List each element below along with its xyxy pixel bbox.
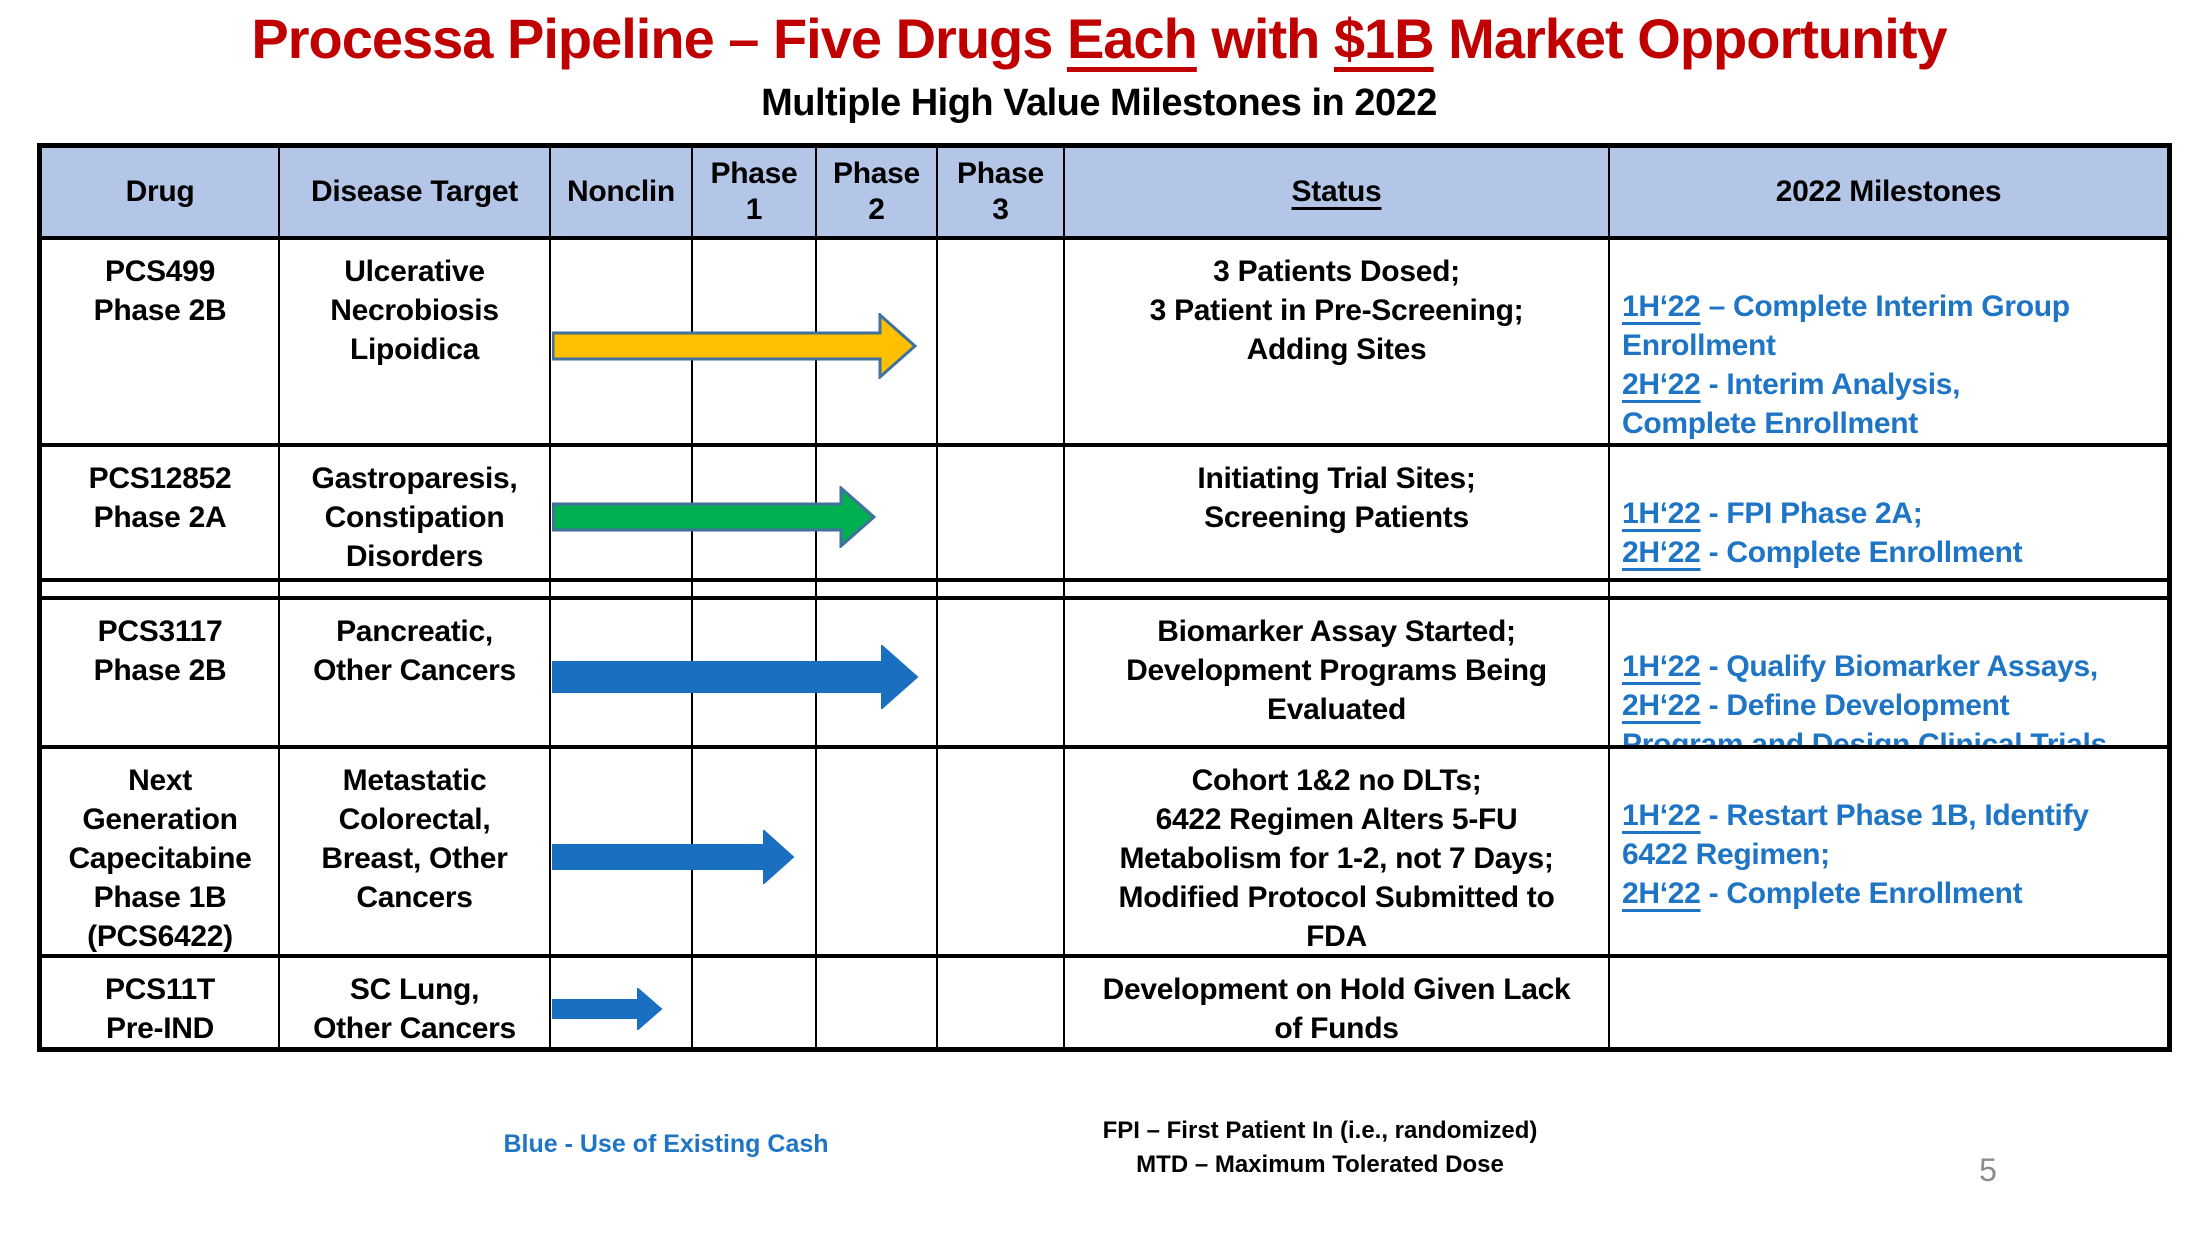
disease-cell: Gastroparesis, Constipation Disorders [280, 447, 551, 582]
drug-cell: PCS3117 Phase 2B [42, 600, 280, 749]
milestone-half-label: 2H‘22 [1622, 536, 1701, 569]
phase-cell-2 [817, 600, 938, 749]
legend-abbreviations: FPI – First Patient In (i.e., randomized… [1102, 1117, 1538, 1178]
disease-cell: Metastatic Colorectal, Breast, Other Can… [280, 749, 551, 958]
page-subtitle: Multiple High Value Milestones in 2022 [761, 82, 1437, 124]
header-cell-phase1: Phase 1 [693, 148, 817, 240]
spacer-cell [1610, 582, 2167, 600]
spacer-cell [817, 582, 938, 600]
spacer-cell [280, 582, 551, 600]
header-cell-drug: Drug [42, 148, 280, 240]
pipeline-table: Drug Disease Target Nonclin Phase 1 Phas… [37, 143, 2172, 1052]
phase-cell-1 [693, 447, 817, 582]
phase-cell-nonclin [551, 240, 693, 447]
milestone-half-label: 1H‘22 [1622, 290, 1701, 323]
phase-cell-3 [938, 600, 1065, 749]
milestones-cell [1610, 958, 2167, 1052]
phase-cell-nonclin [551, 447, 693, 582]
milestone-half-label: 2H‘22 [1622, 368, 1701, 401]
status-cell: Initiating Trial Sites; Screening Patien… [1065, 447, 1610, 582]
phase-cell-3 [938, 958, 1065, 1052]
phase-cell-3 [938, 240, 1065, 447]
header-cell-disease-target: Disease Target [280, 148, 551, 240]
header-cell-status: Status [1065, 148, 1610, 240]
phase-cell-2 [817, 749, 938, 958]
drug-cell: Next Generation Capecitabine Phase 1B (P… [42, 749, 280, 958]
title-part: with [1196, 7, 1334, 70]
milestones-cell: 1H‘22 - Restart Phase 1B, Identify 6422 … [1610, 749, 2167, 958]
header-cell-milestones: 2022 Milestones [1610, 148, 2167, 240]
page-title: Processa Pipeline – Five Drugs Each with… [0, 6, 2198, 71]
phase-cell-1 [693, 600, 817, 749]
milestones-cell: 1H‘22 - FPI Phase 2A; 2H‘22 - Complete E… [1610, 447, 2167, 582]
milestones-cell: 1H‘22 – Complete Interim Group Enrollmen… [1610, 240, 2167, 447]
drug-cell: PCS12852 Phase 2A [42, 447, 280, 582]
header-cell-nonclin: Nonclin [551, 148, 693, 240]
spacer-cell [1065, 582, 1610, 600]
phase-cell-1 [693, 749, 817, 958]
header-cell-phase2: Phase 2 [817, 148, 938, 240]
milestone-text: - Complete Enrollment [1700, 536, 2023, 569]
milestone-text: – Complete Interim Group Enrollment [1622, 290, 2070, 362]
drug-cell: PCS499 Phase 2B [42, 240, 280, 447]
status-cell: Biomarker Assay Started; Development Pro… [1065, 600, 1610, 749]
phase-cell-1 [693, 240, 817, 447]
milestone-half-label: 2H‘22 [1622, 689, 1701, 722]
milestone-text: - Complete Enrollment [1700, 877, 2023, 910]
drug-cell: PCS11T Pre-IND [42, 958, 280, 1052]
phase-cell-3 [938, 749, 1065, 958]
milestones-cell: 1H‘22 - Qualify Biomarker Assays, 2H‘22 … [1610, 600, 2167, 749]
title-underlined-1b: $1B [1333, 7, 1435, 70]
disease-cell: SC Lung, Other Cancers [280, 958, 551, 1052]
legend-existing-cash-note: Blue - Use of Existing Cash [503, 1130, 829, 1158]
milestone-half-label: 1H‘22 [1622, 799, 1701, 832]
page-number: 5 [1979, 1152, 1997, 1188]
milestone-half-label: 1H‘22 [1622, 650, 1701, 683]
status-cell: Cohort 1&2 no DLTs; 6422 Regimen Alters … [1065, 749, 1610, 958]
spacer-cell [938, 582, 1065, 600]
phase-cell-nonclin [551, 749, 693, 958]
milestone-half-label: 2H‘22 [1622, 877, 1701, 910]
milestone-text: - Interim Analysis, Complete Enrollment [1622, 368, 1961, 440]
title-part: Market Opportunity [1433, 7, 1947, 70]
phase-cell-nonclin [551, 958, 693, 1052]
disease-cell: Ulcerative Necrobiosis Lipoidica [280, 240, 551, 447]
status-cell: 3 Patients Dosed; 3 Patient in Pre-Scree… [1065, 240, 1610, 447]
disease-cell: Pancreatic, Other Cancers [280, 600, 551, 749]
status-cell: Development on Hold Given Lack of Funds [1065, 958, 1610, 1052]
spacer-cell [551, 582, 693, 600]
spacer-cell [693, 582, 817, 600]
phase-cell-2 [817, 447, 938, 582]
milestone-text: - Restart Phase 1B, Identify 6422 Regime… [1622, 799, 2089, 871]
header-cell-phase3: Phase 3 [938, 148, 1065, 240]
spacer-cell [42, 582, 280, 600]
milestone-text: - Qualify Biomarker Assays, [1700, 650, 2099, 683]
status-header-label: Status [1291, 175, 1382, 208]
phase-cell-2 [817, 240, 938, 447]
phase-cell-1 [693, 958, 817, 1052]
phase-cell-nonclin [551, 600, 693, 749]
phase-cell-3 [938, 447, 1065, 582]
title-part: Processa Pipeline – Five Drugs [251, 7, 1067, 70]
title-underlined-each: Each [1066, 7, 1198, 70]
milestone-text: - FPI Phase 2A; [1700, 497, 1923, 530]
milestone-half-label: 1H‘22 [1622, 497, 1701, 530]
milestone-text: - Define Development Program and Design … [1622, 689, 2107, 749]
phase-cell-2 [817, 958, 938, 1052]
